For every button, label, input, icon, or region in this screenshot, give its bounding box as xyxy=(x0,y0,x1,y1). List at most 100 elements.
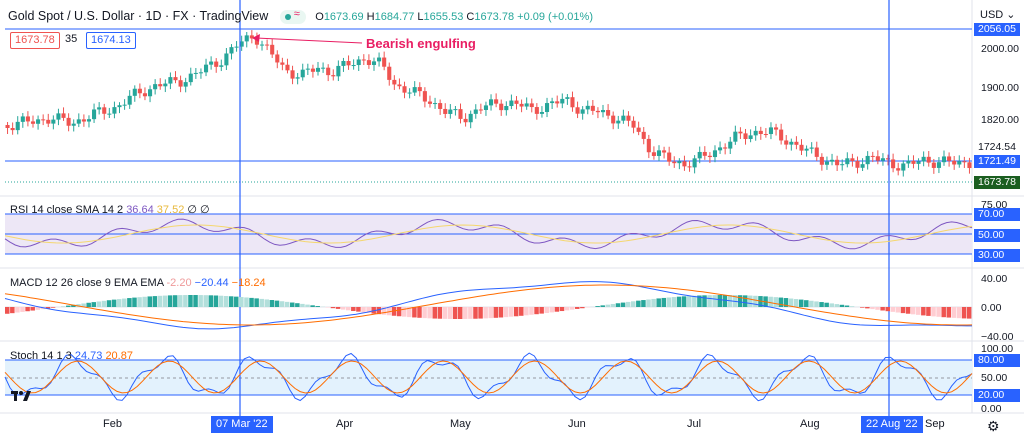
macd-histogram-bar xyxy=(198,295,203,307)
candle-body xyxy=(565,97,570,99)
macd-histogram-bar xyxy=(895,307,901,313)
candle-body xyxy=(799,144,804,151)
candle-body xyxy=(97,107,102,110)
macd-histogram-bar xyxy=(45,307,51,309)
chart-header: Gold Spot / U.S. Dollar · 1D · FX · Trad… xyxy=(8,8,593,24)
candle-body xyxy=(270,44,275,55)
macd-histogram-bar xyxy=(401,307,407,317)
candle-body xyxy=(61,113,66,118)
macd-histogram-bar xyxy=(96,301,102,307)
candle-body xyxy=(30,121,36,124)
candle-body xyxy=(36,119,41,124)
macd-histogram-bar xyxy=(330,307,336,309)
candle-body xyxy=(718,147,723,151)
buy-button[interactable]: 1674.13 xyxy=(86,32,136,49)
macd-histogram-bar xyxy=(666,297,672,307)
candle-body xyxy=(351,65,356,67)
candle-body xyxy=(580,109,585,114)
candle-body xyxy=(168,77,173,84)
stoch-legend[interactable]: Stoch 14 1 3 24.73 20.87 xyxy=(10,350,133,362)
candle-body xyxy=(254,38,259,45)
macd-histogram-bar xyxy=(452,307,458,319)
macd-histogram-bar xyxy=(20,307,25,312)
candle-body xyxy=(300,69,305,78)
macd-histogram-bar xyxy=(284,301,290,307)
macd-histogram-bar xyxy=(936,307,941,317)
candle-body xyxy=(885,158,891,160)
candle-body xyxy=(203,64,209,73)
candle-body xyxy=(662,150,667,153)
candle-body xyxy=(524,103,529,107)
symbol-title[interactable]: Gold Spot / U.S. Dollar · 1D · FX · Trad… xyxy=(8,9,269,23)
candle-body xyxy=(137,88,142,94)
macd-histogram-bar xyxy=(228,296,234,307)
candle-body xyxy=(779,129,784,141)
market-status-icon xyxy=(279,8,306,24)
rsi-ma-line xyxy=(4,224,973,244)
currency-selector[interactable]: USD ⌄ xyxy=(980,9,1016,21)
macd-histogram-bar xyxy=(239,297,244,307)
candle-body xyxy=(692,158,697,168)
macd-histogram-bar xyxy=(432,307,438,319)
spread-value: 35 xyxy=(65,33,78,45)
candle-body xyxy=(453,109,458,111)
macd-histogram-bar xyxy=(824,302,829,307)
macd-histogram-bar xyxy=(783,298,789,307)
candle-body xyxy=(926,156,931,163)
macd-histogram-bar xyxy=(844,305,850,307)
candle-body xyxy=(249,35,254,39)
macd-histogram-bar xyxy=(147,296,152,307)
candle-body xyxy=(341,61,346,66)
macd-histogram-bar xyxy=(295,303,300,307)
candle-body xyxy=(606,110,611,116)
macd-histogram-bar xyxy=(849,306,855,307)
macd-histogram-bar xyxy=(875,307,880,310)
macd-legend[interactable]: MACD 12 26 close 9 EMA EMA -2.20 −20.44 … xyxy=(10,277,266,289)
candle-body xyxy=(412,87,417,93)
candle-body xyxy=(392,79,397,85)
candle-body xyxy=(646,138,651,153)
macd-histogram-bar xyxy=(111,299,117,307)
macd-histogram-bar xyxy=(712,295,717,307)
macd-histogram-bar xyxy=(620,302,626,307)
candle-body xyxy=(468,113,473,123)
macd-histogram-bar xyxy=(30,307,35,311)
candle-body xyxy=(25,116,30,122)
candle-body xyxy=(463,118,468,123)
price-axis-label: 1900.00 xyxy=(981,82,1019,94)
candle-body xyxy=(529,103,534,108)
macd-histogram-bar xyxy=(290,302,295,307)
rsi-legend[interactable]: RSI 14 close SMA 14 2 36.64 37.52 ∅ ∅ xyxy=(10,204,210,216)
candle-body xyxy=(504,106,509,111)
candle-body xyxy=(219,65,224,67)
candle-body xyxy=(534,107,539,114)
candle-body xyxy=(443,108,448,114)
macd-histogram-bar xyxy=(473,307,478,319)
macd-histogram-bar xyxy=(519,307,524,316)
candle-body xyxy=(173,77,178,81)
candle-body xyxy=(936,162,941,168)
macd-histogram-bar xyxy=(631,301,636,307)
sell-button[interactable]: 1673.78 xyxy=(10,32,60,49)
macd-histogram-bar xyxy=(753,295,758,307)
candle-body xyxy=(600,110,606,113)
macd-histogram-bar xyxy=(686,296,692,307)
candle-body xyxy=(712,150,718,158)
macd-histogram-bar xyxy=(921,307,926,316)
gear-icon[interactable]: ⚙ xyxy=(987,418,1000,434)
macd-histogram-bar xyxy=(549,307,555,313)
stoch-axis-label: 0.00 xyxy=(981,403,1002,415)
candle-body xyxy=(539,112,544,114)
tradingview-logo-icon[interactable] xyxy=(10,388,32,404)
candle-body xyxy=(407,92,412,94)
candle-body xyxy=(331,75,336,77)
candle-body xyxy=(870,155,875,157)
candle-body xyxy=(931,162,936,168)
candle-body xyxy=(366,60,371,65)
price-tag-last: 1673.78 xyxy=(974,176,1020,189)
candle-body xyxy=(326,67,331,76)
macd-histogram-bar xyxy=(651,298,656,307)
macd-histogram-bar xyxy=(35,307,41,310)
candle-body xyxy=(382,57,387,67)
